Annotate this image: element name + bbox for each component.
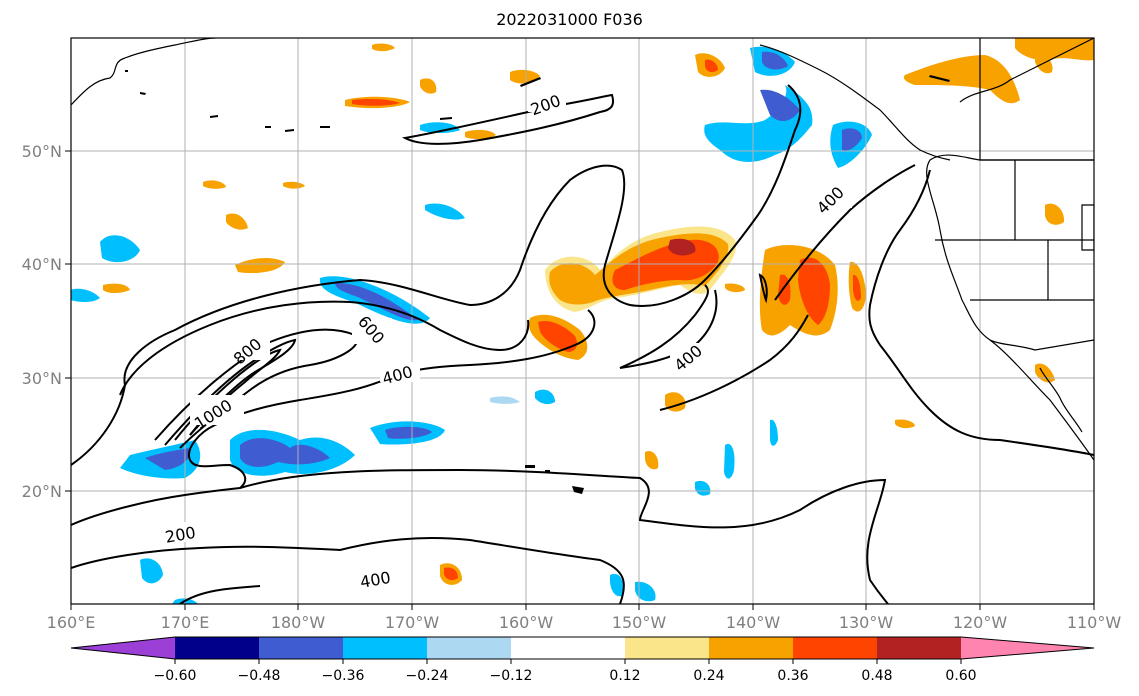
colorbar-tick-label: 0.12: [609, 668, 640, 684]
colorbar-tick-label: 0.36: [777, 668, 808, 684]
negative-anomaly-shading: [71, 46, 872, 604]
colorbar-tick-label: 0.48: [861, 668, 892, 684]
lat-label-30n: 30°N: [22, 369, 62, 388]
colorbar-swatch-4: [427, 637, 511, 659]
colorbar-swatch-7: [709, 637, 793, 659]
lon-label-140w: 140°W: [726, 613, 781, 632]
lat-label-50n: 50°N: [22, 142, 62, 161]
colorbar-tick-label: −0.36: [322, 668, 365, 684]
lat-label-40n: 40°N: [22, 255, 62, 274]
lon-label-170e: 170°E: [161, 613, 210, 632]
colorbar-extend-high: [961, 637, 1094, 659]
lon-label-180w: 180°W: [271, 613, 326, 632]
colorbar-swatch-6: [625, 637, 709, 659]
colorbar-swatch-2: [259, 637, 343, 659]
colorbar-tick-label: −0.60: [154, 668, 197, 684]
lon-label-170w: 170°W: [385, 613, 440, 632]
longitude-labels: 160°E 170°E 180°W 170°W 160°W 150°W 140°…: [47, 613, 1122, 632]
axis-ticks: [65, 150, 1095, 610]
latitude-labels: 50°N 40°N 30°N 20°N: [22, 142, 62, 501]
colorbar-swatch-5: [511, 637, 625, 659]
lon-label-120w: 120°W: [953, 613, 1008, 632]
map-frame: [70, 37, 1095, 605]
contour-label-backgrounds: [163, 92, 852, 588]
colorbar-swatch-9: [877, 637, 961, 659]
colorbar-swatch-1: [175, 637, 259, 659]
colorbar-tick-label: −0.24: [406, 668, 449, 684]
coastlines: [71, 38, 1094, 461]
lat-label-20n: 20°N: [22, 482, 62, 501]
lon-label-150w: 150°W: [612, 613, 667, 632]
colorbar-tick-label: −0.48: [238, 668, 281, 684]
colorbar-tick-label: −0.12: [490, 668, 533, 684]
colorbar: −0.60 −0.48 −0.36 −0.24 −0.12 0.12 0.24 …: [70, 636, 1095, 684]
lon-label-110w: 110°W: [1067, 613, 1122, 632]
colorbar-tick-label: 0.24: [693, 668, 724, 684]
lon-label-130w: 130°W: [839, 613, 894, 632]
colorbar-tick-label: 0.60: [945, 668, 976, 684]
lon-label-160e: 160°E: [47, 613, 96, 632]
colorbar-extend-low: [71, 637, 175, 659]
map-area: [71, 38, 1094, 604]
colorbar-swatch-8: [793, 637, 877, 659]
chart-title: 2022031000 F036: [496, 10, 643, 29]
lon-label-160w: 160°W: [499, 613, 554, 632]
colorbar-swatch-3: [343, 637, 427, 659]
